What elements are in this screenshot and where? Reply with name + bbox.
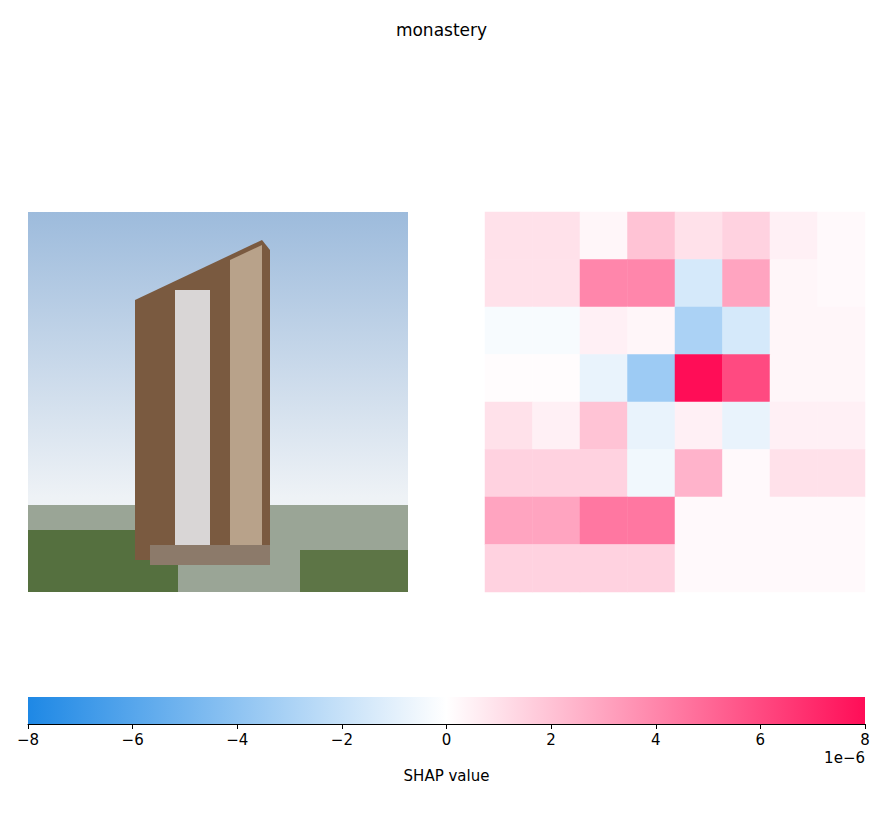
svg-text:6: 6 xyxy=(756,731,766,749)
svg-text:−8: −8 xyxy=(17,731,39,749)
svg-text:8: 8 xyxy=(860,731,870,749)
svg-text:monastery: monastery xyxy=(396,20,487,40)
svg-text:SHAP value: SHAP value xyxy=(404,767,490,785)
svg-text:−4: −4 xyxy=(226,731,248,749)
svg-text:4: 4 xyxy=(651,731,661,749)
svg-text:2: 2 xyxy=(546,731,556,749)
svg-text:1e−6: 1e−6 xyxy=(824,749,865,767)
svg-text:0: 0 xyxy=(442,731,452,749)
svg-text:−2: −2 xyxy=(331,731,353,749)
svg-text:−6: −6 xyxy=(122,731,144,749)
